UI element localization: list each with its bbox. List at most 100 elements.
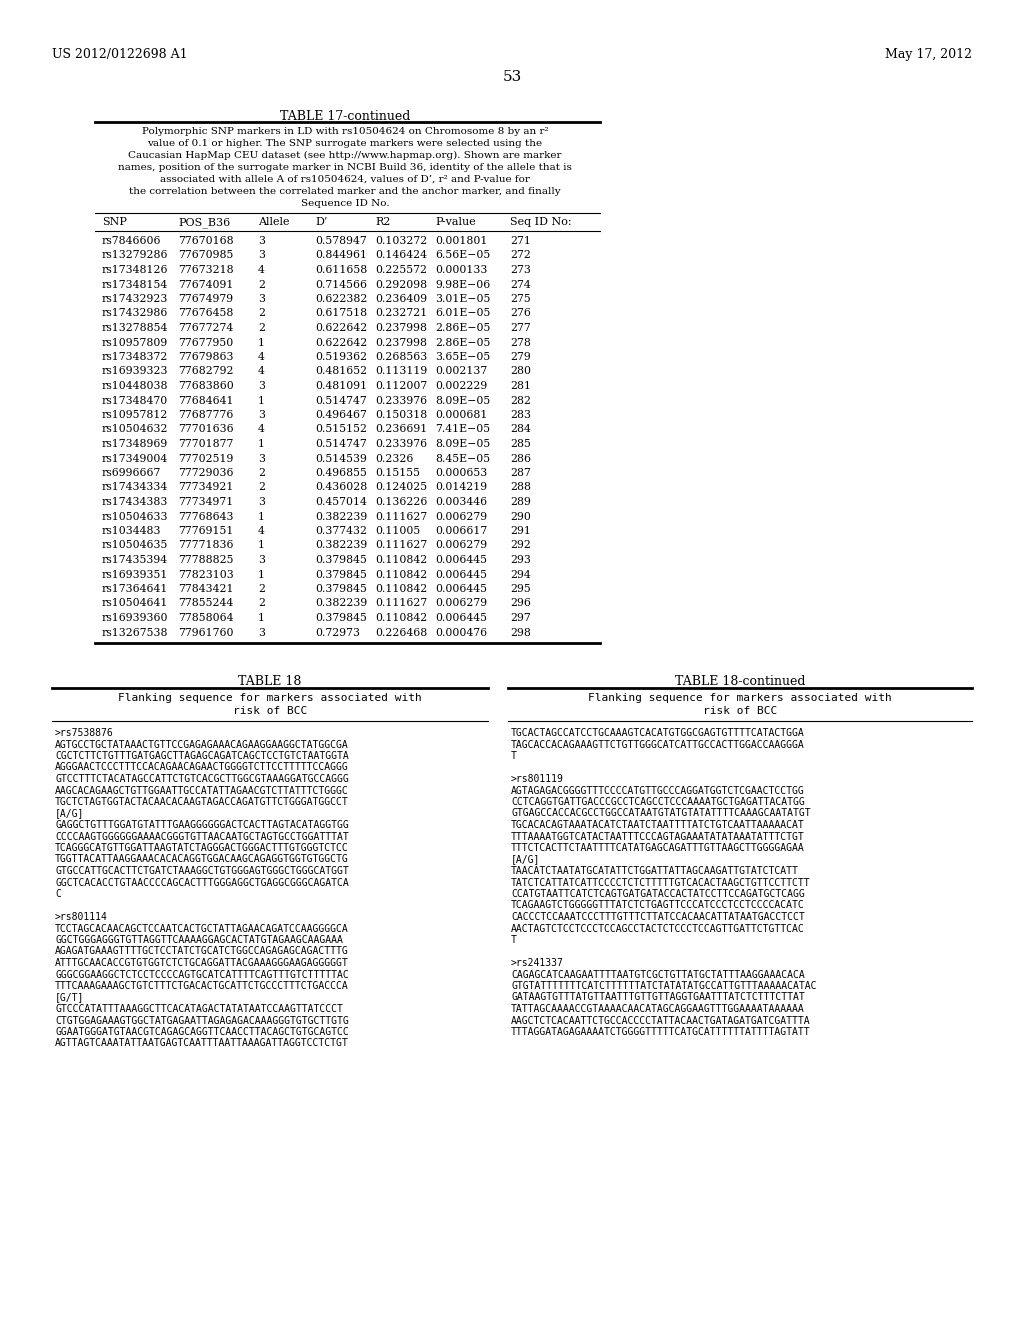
Text: 0.236691: 0.236691: [375, 425, 427, 434]
Text: TCAGGGCATGTTGGATTAAGTATCTAGGGACTGGGACTTTGTGGGTCTCC: TCAGGGCATGTTGGATTAAGTATCTAGGGACTGGGACTTT…: [55, 843, 349, 853]
Text: rs17348969: rs17348969: [102, 440, 168, 449]
Text: TTTAAAATGGTCATACTAATTTCCCAGTAGAAATATATAAATATTTCTGT: TTTAAAATGGTCATACTAATTTCCCAGTAGAAATATATAA…: [511, 832, 805, 842]
Text: 1: 1: [258, 440, 265, 449]
Text: 0.226468: 0.226468: [375, 627, 427, 638]
Text: >rs7538876: >rs7538876: [55, 729, 114, 738]
Text: rs10957809: rs10957809: [102, 338, 168, 347]
Text: 273: 273: [510, 265, 530, 275]
Text: 4: 4: [258, 265, 265, 275]
Text: rs10448038: rs10448038: [102, 381, 169, 391]
Text: 2: 2: [258, 323, 265, 333]
Text: rs6996667: rs6996667: [102, 469, 162, 478]
Text: T: T: [511, 935, 517, 945]
Text: 8.45E−05: 8.45E−05: [435, 454, 490, 463]
Text: 4: 4: [258, 367, 265, 376]
Text: rs16939360: rs16939360: [102, 612, 169, 623]
Text: 285: 285: [510, 440, 530, 449]
Text: rs13267538: rs13267538: [102, 627, 169, 638]
Text: D’: D’: [315, 216, 328, 227]
Text: 274: 274: [510, 280, 530, 289]
Text: 77674091: 77674091: [178, 280, 233, 289]
Text: 77676458: 77676458: [178, 309, 233, 318]
Text: 288: 288: [510, 483, 531, 492]
Text: 0.103272: 0.103272: [375, 236, 427, 246]
Text: GATAAGTGTTTATGTTAATTTGTTGTTAGGTGAATTTATCTCTTTCTTAT: GATAAGTGTTTATGTTAATTTGTTGTTAGGTGAATTTATC…: [511, 993, 805, 1002]
Text: [G/T]: [G/T]: [55, 993, 84, 1002]
Text: TABLE 18: TABLE 18: [239, 675, 302, 688]
Text: 77683860: 77683860: [178, 381, 233, 391]
Text: 2: 2: [258, 583, 265, 594]
Text: 2.86E−05: 2.86E−05: [435, 338, 490, 347]
Text: Sequence ID No.: Sequence ID No.: [301, 199, 389, 209]
Text: GTGTATTTTTTTCATCTTTTTTATCTATATATGCCATTGTTTAAAAACATAC: GTGTATTTTTTTCATCTTTTTTATCTATATATGCCATTGT…: [511, 981, 816, 991]
Text: rs17432923: rs17432923: [102, 294, 168, 304]
Text: 0.237998: 0.237998: [375, 338, 427, 347]
Text: GGAATGGGATGTAACGTCAGAGCAGGTTCAACCTTACAGCTGTGCAGTCC: GGAATGGGATGTAACGTCAGAGCAGGTTCAACCTTACAGC…: [55, 1027, 349, 1038]
Text: 77771836: 77771836: [178, 540, 233, 550]
Text: CCCCAAGTGGGGGGAAAACGGGTGTTAACAATGCTAGTGCCTGGATTTAT: CCCCAAGTGGGGGGAAAACGGGTGTTAACAATGCTAGTGC…: [55, 832, 349, 842]
Text: 0.15155: 0.15155: [375, 469, 420, 478]
Text: rs17434383: rs17434383: [102, 498, 168, 507]
Text: CAGAGCATCAAGAATTTTAATGTCGCTGTTATGCTATTTAAGGAAACACA: CAGAGCATCAAGAATTTTAATGTCGCTGTTATGCTATTTA…: [511, 969, 805, 979]
Text: 278: 278: [510, 338, 530, 347]
Text: risk of BCC: risk of BCC: [232, 706, 307, 715]
Text: 0.111627: 0.111627: [375, 598, 427, 609]
Text: 272: 272: [510, 251, 530, 260]
Text: rs17434334: rs17434334: [102, 483, 168, 492]
Text: 77843421: 77843421: [178, 583, 233, 594]
Text: 53: 53: [503, 70, 521, 84]
Text: 0.225572: 0.225572: [375, 265, 427, 275]
Text: 3: 3: [258, 236, 265, 246]
Text: rs10504635: rs10504635: [102, 540, 168, 550]
Text: rs7846606: rs7846606: [102, 236, 162, 246]
Text: 0.000476: 0.000476: [435, 627, 487, 638]
Text: GTGAGCCACCACGCCTGGCCATAATGTATGTATATTTTCAAAGCAATATGT: GTGAGCCACCACGCCTGGCCATAATGTATGTATATTTTCA…: [511, 808, 811, 818]
Text: 0.379845: 0.379845: [315, 583, 367, 594]
Text: rs17348126: rs17348126: [102, 265, 169, 275]
Text: rs17348154: rs17348154: [102, 280, 168, 289]
Text: rs10957812: rs10957812: [102, 411, 168, 420]
Text: 77674979: 77674979: [178, 294, 233, 304]
Text: TGCTCTAGTGGTACTACAACACAAGTAGACCAGATGTTCTGGGATGGCCT: TGCTCTAGTGGTACTACAACACAAGTAGACCAGATGTTCT…: [55, 797, 349, 807]
Text: TABLE 17-continued: TABLE 17-continued: [280, 110, 411, 123]
Text: 0.000681: 0.000681: [435, 411, 487, 420]
Text: 293: 293: [510, 554, 530, 565]
Text: 77823103: 77823103: [178, 569, 233, 579]
Text: 0.000133: 0.000133: [435, 265, 487, 275]
Text: 0.112007: 0.112007: [375, 381, 427, 391]
Text: TAACATCTAATATGCATATTCTGGATTATTAGCAAGATTGTATCTCATT: TAACATCTAATATGCATATTCTGGATTATTAGCAAGATTG…: [511, 866, 799, 876]
Text: 4: 4: [258, 525, 265, 536]
Text: 0.110842: 0.110842: [375, 554, 427, 565]
Text: 0.617518: 0.617518: [315, 309, 368, 318]
Text: rs17348470: rs17348470: [102, 396, 168, 405]
Text: GGCTGGGAGGGTGTTAGGTTCAAAAGGAGCACTATGTAGAAGCAAGAAA: GGCTGGGAGGGTGTTAGGTTCAAAAGGAGCACTATGTAGA…: [55, 935, 343, 945]
Text: AGTTAGTCAAATATTAATGAGTCAATTTAATTAAAGATTAGGTCCTCTGT: AGTTAGTCAAATATTAATGAGTCAATTTAATTAAAGATTA…: [55, 1039, 349, 1048]
Text: ATTTGCAACACCGTGTGGTCTCTGCAGGATTACGAAAGGGAAGAGGGGGT: ATTTGCAACACCGTGTGGTCTCTGCAGGATTACGAAAGGG…: [55, 958, 349, 968]
Text: rs10504632: rs10504632: [102, 425, 169, 434]
Text: CCTCAGGTGATTGACCCGCCTCAGCCTCCCAAAATGCTGAGATTACATGG: CCTCAGGTGATTGACCCGCCTCAGCCTCCCAAAATGCTGA…: [511, 797, 805, 807]
Text: 4: 4: [258, 425, 265, 434]
Text: AGTGCCTGCTATAAACTGTTCCGAGAGAAACAGAAGGAAGGCTATGGCGA: AGTGCCTGCTATAAACTGTTCCGAGAGAAACAGAAGGAAG…: [55, 739, 349, 750]
Text: 0.002137: 0.002137: [435, 367, 487, 376]
Text: 282: 282: [510, 396, 531, 405]
Text: CGCTCTTCTGTTTGATGAGCTTAGAGCAGATCAGCTCCTGTCTAATGGTA: CGCTCTTCTGTTTGATGAGCTTAGAGCAGATCAGCTCCTG…: [55, 751, 349, 762]
Text: 275: 275: [510, 294, 530, 304]
Text: 0.110842: 0.110842: [375, 583, 427, 594]
Text: 77687776: 77687776: [178, 411, 233, 420]
Text: 0.11005: 0.11005: [375, 525, 420, 536]
Text: 3: 3: [258, 498, 265, 507]
Text: T: T: [511, 751, 517, 762]
Text: the correlation between the correlated marker and the anchor marker, and finally: the correlation between the correlated m…: [129, 187, 561, 195]
Text: 3: 3: [258, 627, 265, 638]
Text: 0.519362: 0.519362: [315, 352, 368, 362]
Text: 0.515152: 0.515152: [315, 425, 367, 434]
Text: 290: 290: [510, 511, 530, 521]
Text: CCATGTAATTCATCTCAGTGATGATACCACTATCCTTCCAGATGCTCAGG: CCATGTAATTCATCTCAGTGATGATACCACTATCCTTCCA…: [511, 888, 805, 899]
Text: 298: 298: [510, 627, 530, 638]
Text: rs10504641: rs10504641: [102, 598, 168, 609]
Text: 1: 1: [258, 540, 265, 550]
Text: 0.233976: 0.233976: [375, 440, 427, 449]
Text: 2: 2: [258, 280, 265, 289]
Text: US 2012/0122698 A1: US 2012/0122698 A1: [52, 48, 187, 61]
Text: 0.006445: 0.006445: [435, 554, 487, 565]
